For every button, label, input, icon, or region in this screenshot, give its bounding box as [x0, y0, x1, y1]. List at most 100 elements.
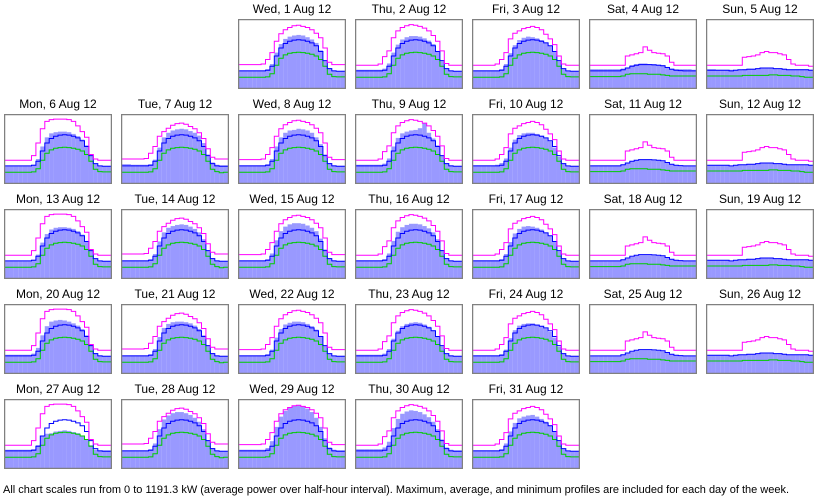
- actual-power-bar: [314, 417, 319, 468]
- actual-power-bar: [336, 70, 341, 88]
- actual-power-bar: [157, 147, 162, 183]
- actual-power-bar: [512, 233, 518, 278]
- day-chart-plot: [472, 114, 580, 184]
- actual-power-bar: [373, 69, 379, 88]
- actual-power-bar: [570, 70, 575, 88]
- plot-border: [355, 114, 463, 184]
- day-chart: Wed, 8 Aug 12: [238, 97, 346, 184]
- actual-power-bar: [707, 355, 712, 373]
- actual-power-bar: [620, 354, 626, 373]
- actual-power-bar: [539, 40, 544, 88]
- max-profile-line: [356, 24, 462, 66]
- actual-power-bar: [530, 414, 535, 468]
- actual-power-bar: [62, 227, 67, 278]
- actual-power-bar: [152, 254, 158, 278]
- day-chart: Fri, 3 Aug 12: [472, 2, 580, 89]
- actual-power-bar: [256, 355, 262, 373]
- actual-power-bar: [629, 65, 635, 88]
- actual-power-bar: [13, 354, 19, 373]
- actual-power-bar: [799, 259, 805, 278]
- actual-power-bar: [13, 165, 19, 183]
- actual-power-bar: [373, 260, 379, 278]
- actual-power-bar: [625, 258, 630, 278]
- day-chart: Sat, 4 Aug 12: [589, 2, 697, 89]
- actual-power-bar: [534, 227, 540, 278]
- actual-power-bar: [720, 69, 725, 88]
- actual-power-bar: [135, 164, 140, 183]
- actual-power-bar: [598, 165, 604, 183]
- actual-power-bar: [782, 354, 787, 373]
- actual-power-bar: [252, 260, 257, 278]
- actual-power-bar: [378, 164, 383, 183]
- actual-power-bar: [687, 69, 692, 88]
- plot-border: [589, 304, 697, 374]
- actual-power-bar: [265, 259, 270, 278]
- actual-power-bar: [183, 224, 189, 278]
- actual-power-bar: [5, 449, 10, 468]
- actual-power-bar: [161, 232, 167, 278]
- max-profile-line: [5, 308, 111, 351]
- actual-power-bar: [678, 260, 683, 278]
- actual-power-bar: [422, 324, 427, 373]
- actual-power-bar: [786, 69, 791, 88]
- day-chart: Thu, 16 Aug 12: [355, 192, 463, 279]
- actual-power-bar: [93, 163, 98, 183]
- max-profile-line: [473, 25, 579, 66]
- actual-power-bar: [188, 131, 193, 183]
- actual-power-bar: [364, 164, 370, 183]
- day-chart: Fri, 31 Aug 12: [472, 382, 580, 469]
- actual-power-bar: [31, 353, 36, 373]
- actual-power-bar: [287, 36, 293, 88]
- actual-power-bar: [223, 260, 229, 278]
- actual-power-bar: [665, 66, 670, 88]
- actual-power-bar: [782, 164, 787, 183]
- actual-power-bar: [490, 355, 496, 373]
- actual-power-bar: [322, 345, 328, 373]
- actual-power-bar: [205, 154, 211, 183]
- actual-power-bar: [790, 259, 796, 278]
- actual-power-bar: [296, 405, 301, 468]
- actual-power-bar: [751, 164, 756, 183]
- day-chart: Mon, 27 Aug 12: [4, 382, 112, 469]
- day-chart-title: Wed, 8 Aug 12: [252, 97, 332, 111]
- actual-power-bar: [340, 450, 346, 468]
- actual-power-bar: [552, 431, 557, 468]
- actual-power-bar: [539, 418, 544, 468]
- actual-power-bar: [539, 135, 544, 183]
- plot-border: [238, 114, 346, 184]
- actual-power-bar: [356, 69, 361, 88]
- actual-power-bar: [448, 70, 454, 88]
- day-chart: Sat, 18 Aug 12: [589, 192, 697, 279]
- plot-border: [589, 209, 697, 279]
- actual-power-bar: [5, 165, 10, 183]
- day-chart-plot: [4, 304, 112, 374]
- actual-power-bar: [561, 68, 566, 88]
- actual-power-bar: [473, 450, 478, 468]
- actual-power-bar: [356, 354, 361, 373]
- actual-power-bar: [340, 355, 346, 373]
- actual-power-bar: [106, 355, 112, 373]
- actual-power-bar: [369, 449, 374, 468]
- actual-power-bar: [122, 355, 127, 373]
- day-chart-title: Fri, 3 Aug 12: [491, 2, 561, 16]
- actual-power-bar: [223, 165, 229, 183]
- actual-power-bar: [422, 226, 427, 278]
- actual-power-bar: [521, 416, 527, 468]
- actual-power-bar: [197, 232, 202, 278]
- actual-power-bar: [777, 163, 783, 183]
- actual-power-bar: [49, 133, 54, 183]
- actual-power-bar: [364, 449, 370, 468]
- actual-power-bar: [75, 136, 81, 183]
- plot-border: [355, 399, 463, 469]
- max-profile-line: [239, 309, 345, 351]
- actual-power-bar: [508, 242, 513, 278]
- actual-power-bar: [322, 60, 328, 88]
- min-profile-line: [590, 263, 696, 268]
- day-chart-title: Sat, 18 Aug 12: [603, 192, 683, 206]
- actual-power-bar: [243, 70, 248, 88]
- actual-power-bar: [647, 64, 652, 88]
- actual-power-bar: [481, 165, 487, 183]
- actual-power-bar: [256, 260, 262, 278]
- min-profile-line: [590, 73, 696, 78]
- day-chart-plot: [472, 19, 580, 89]
